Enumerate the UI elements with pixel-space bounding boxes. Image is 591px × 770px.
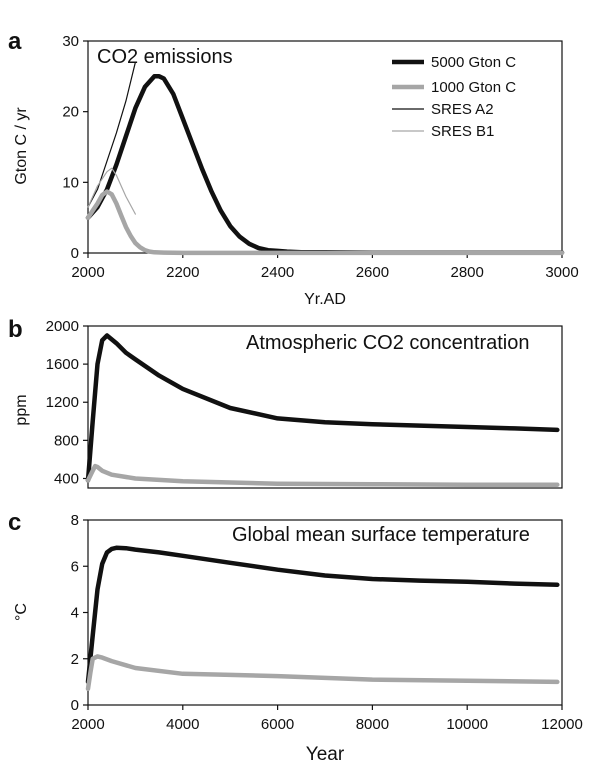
y-tick-label-c-1: 2: [71, 651, 79, 668]
panel-letter-c: c: [8, 509, 21, 536]
y-tick-label-c-3: 6: [71, 558, 79, 575]
y-tick-label-b-2: 1200: [46, 394, 79, 411]
series-line-b-1: [85, 463, 560, 487]
y-tick-label-c-2: 4: [71, 605, 79, 622]
y-tick-label-a-0: 0: [71, 245, 79, 262]
series-a: [85, 61, 565, 256]
x-tick-label-c-0: 2000: [71, 716, 104, 733]
y-axis-label-c: °C: [13, 603, 30, 621]
panel-a-emissions: a CO2 emissions Gton C / yr Yr.AD 0 10 20 3…: [8, 28, 579, 308]
y-tick-label-b-4: 2000: [46, 318, 79, 335]
panel-title-b: Atmospheric CO2 concentration: [246, 332, 529, 354]
y-tick-label-a-3: 30: [62, 33, 79, 50]
x-tick-label-a-5: 3000: [545, 264, 578, 281]
y-tick-label-b-0: 400: [54, 470, 79, 487]
panel-letter-b: b: [8, 316, 23, 343]
x-tick-label-c-3: 8000: [356, 716, 389, 733]
series-b: [85, 333, 560, 487]
y-tick-label-c-0: 0: [71, 697, 79, 714]
ticks-c: 0 2 4 6 8 2000 4000 6000 8000 10000 12000: [71, 512, 583, 733]
legend-label-sres-b1: SRES B1: [431, 123, 494, 140]
x-tick-label-c-2: 6000: [261, 716, 294, 733]
y-tick-label-c-4: 8: [71, 512, 79, 529]
x-axis-label-c: Year: [306, 744, 345, 765]
x-axis-label-a: Yr.AD: [304, 291, 346, 308]
series-line-a-1: [85, 189, 565, 256]
legend-label-sres-a2: SRES A2: [431, 101, 494, 118]
series-line-a-3: [87, 167, 136, 215]
panel-c-temperature: c Global mean surface temperature °C Yea…: [8, 509, 583, 765]
panel-title-c: Global mean surface temperature: [232, 524, 530, 546]
legend-label-1000: 1000 Gton C: [431, 79, 516, 96]
x-tick-label-c-4: 10000: [446, 716, 488, 733]
panel-letter-a: a: [8, 28, 22, 55]
plot-frame-a: [87, 40, 563, 254]
series-line-c-0: [85, 545, 560, 685]
y-axis-label-a: Gton C / yr: [13, 107, 30, 185]
series-line-b-0: [85, 333, 560, 483]
y-tick-label-b-3: 1600: [46, 356, 79, 373]
series-line-c-1: [85, 654, 560, 692]
y-tick-label-b-1: 800: [54, 432, 79, 449]
x-tick-label-c-1: 4000: [166, 716, 199, 733]
x-tick-label-a-0: 2000: [71, 264, 104, 281]
y-tick-label-a-2: 20: [62, 104, 79, 121]
panel-b-co2-concentration: b Atmospheric CO2 concentration ppm 400 8…: [8, 316, 563, 489]
legend-label-5000: 5000 Gton C: [431, 54, 516, 71]
legend-a: 5000 Gton C 1000 Gton C SRES A2 SRES B1: [392, 54, 516, 140]
plot-frame-b: [87, 325, 563, 489]
y-axis-label-b: ppm: [13, 394, 30, 425]
y-tick-label-a-1: 10: [62, 174, 79, 191]
panel-title-a: CO2 emissions: [97, 46, 233, 68]
x-tick-label-a-1: 2200: [166, 264, 199, 281]
x-tick-label-a-2: 2400: [261, 264, 294, 281]
series-line-a-2: [87, 61, 136, 208]
series-c: [85, 545, 560, 692]
x-tick-label-a-4: 2800: [451, 264, 484, 281]
ticks-b: 400 800 1200 1600 2000: [46, 318, 88, 487]
x-tick-label-a-3: 2600: [356, 264, 389, 281]
x-tick-label-c-5: 12000: [541, 716, 583, 733]
